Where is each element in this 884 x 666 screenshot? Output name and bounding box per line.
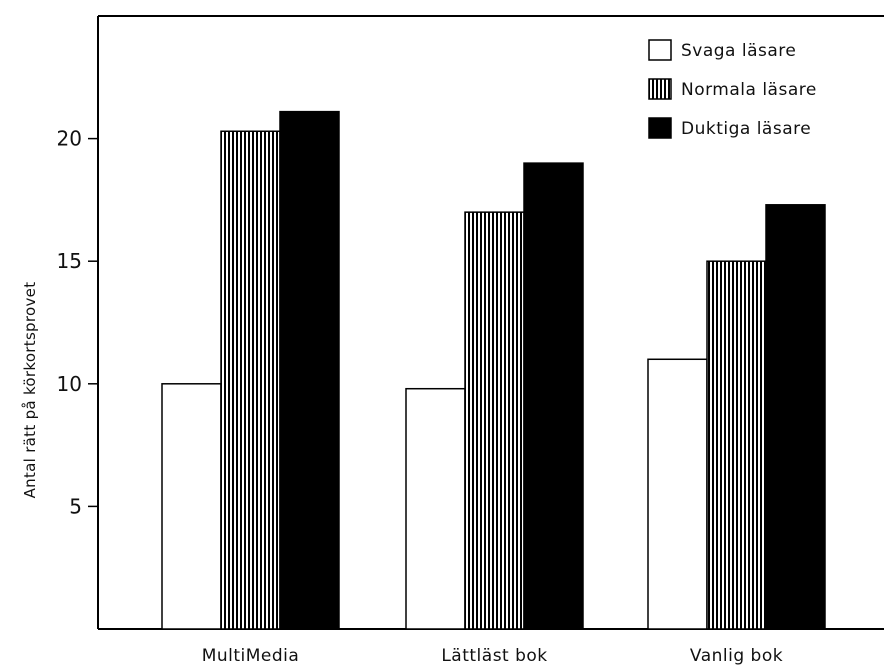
- y-tick-label: 5: [69, 494, 82, 518]
- bar-svaga-läsare-1: [161, 383, 222, 630]
- legend: Svaga läsare Normala läsare Duktiga läsare: [648, 39, 817, 139]
- bar-normala-läsare-3: [706, 260, 767, 630]
- x-category-label: Vanlig bok: [690, 646, 783, 666]
- legend-label: Normala läsare: [681, 80, 817, 100]
- x-category-label: Lättläst bok: [441, 646, 547, 666]
- y-tick-label: 20: [57, 127, 82, 151]
- x-category-label: MultiMedia: [202, 646, 300, 666]
- x-axis-categories: MultiMedia Lättläst bok Vanlig bok: [202, 646, 783, 666]
- y-tick-label: 10: [57, 372, 82, 396]
- bar-duktiga-läsare-3: [765, 204, 826, 630]
- y-tick-label: 15: [57, 249, 82, 273]
- legend-label: Duktiga läsare: [681, 119, 811, 139]
- bar-svaga-läsare-2: [405, 387, 466, 630]
- legend-label: Svaga läsare: [681, 41, 796, 61]
- bar-normala-läsare-1: [220, 130, 281, 630]
- bars: [161, 110, 826, 630]
- bar-duktiga-läsare-2: [523, 162, 584, 630]
- bar-duktiga-läsare-1: [279, 110, 340, 630]
- y-axis-label: Antal rätt på körkortsprovet: [21, 282, 39, 499]
- y-axis-ticks: 5 10 15 20: [57, 127, 98, 518]
- bar-normala-läsare-2: [464, 211, 525, 630]
- legend-swatch: [648, 78, 672, 100]
- legend-swatch: [648, 117, 672, 139]
- bar-svaga-läsare-3: [647, 358, 708, 630]
- legend-swatch: [648, 39, 672, 61]
